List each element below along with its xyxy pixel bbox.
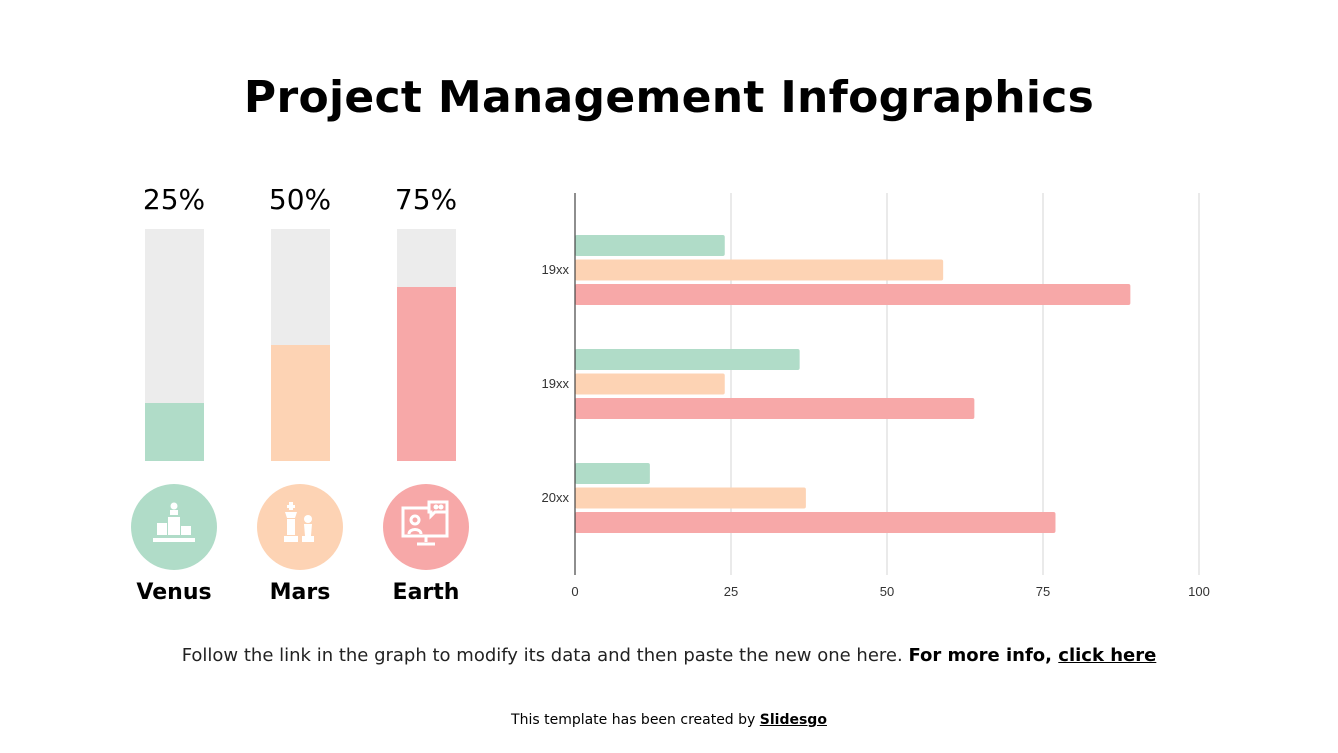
bar — [575, 512, 1056, 533]
icon-circle — [383, 484, 469, 570]
click-here-link[interactable]: click here — [1058, 645, 1157, 666]
y-category-label: 19xx — [542, 262, 570, 277]
progress-track — [270, 229, 330, 461]
item-name: Earth — [392, 580, 460, 605]
progress-item-earth: 75% Earth — [361, 180, 491, 605]
item-name: Venus — [136, 580, 212, 605]
progress-fill — [396, 287, 456, 461]
slidesgo-link[interactable]: Slidesgo — [759, 712, 827, 728]
x-tick-label: 50 — [880, 584, 894, 599]
credit-text: This template has been created by — [511, 712, 760, 728]
page-title: Project Management Infographics — [243, 72, 1095, 123]
note-text: Follow the link in the graph to modify i… — [181, 645, 909, 666]
x-tick-label: 0 — [571, 584, 578, 599]
chess-pieces-icon — [275, 500, 325, 554]
podium-icon — [149, 500, 199, 554]
progress-fill — [270, 345, 330, 461]
bar — [575, 398, 975, 419]
percent-label: 25% — [142, 183, 206, 216]
bar-chart: 0 25 50 75 100 19xx 19xx 20xx — [542, 193, 1210, 599]
bar — [575, 349, 800, 370]
video-call-monitor-icon — [399, 500, 453, 554]
y-category-label: 19xx — [542, 376, 570, 391]
progress-track — [396, 229, 456, 461]
x-tick-label: 75 — [1036, 584, 1050, 599]
percent-label: 75% — [394, 183, 458, 216]
bar — [575, 284, 1131, 305]
item-name: Mars — [269, 580, 331, 605]
progress-track — [144, 229, 204, 461]
icon-circle — [131, 484, 217, 570]
bar — [575, 487, 806, 509]
x-tick-label: 25 — [724, 584, 738, 599]
bar — [575, 259, 944, 281]
note-bold: For more info, — [908, 645, 1059, 666]
percent-label: 50% — [268, 183, 332, 216]
progress-item-mars: 50% Mars — [235, 180, 365, 605]
progress-fill — [144, 403, 204, 461]
progress-item-venus: 25% Venus — [109, 180, 239, 605]
footer-note: Follow the link in the graph to modify i… — [0, 645, 1338, 666]
y-category-label: 20xx — [542, 490, 570, 505]
bar — [575, 373, 725, 395]
x-tick-label: 100 — [1188, 584, 1210, 599]
bar — [575, 463, 650, 484]
credit: This template has been created by Slides… — [0, 712, 1338, 728]
icon-circle — [257, 484, 343, 570]
bar — [575, 235, 725, 256]
